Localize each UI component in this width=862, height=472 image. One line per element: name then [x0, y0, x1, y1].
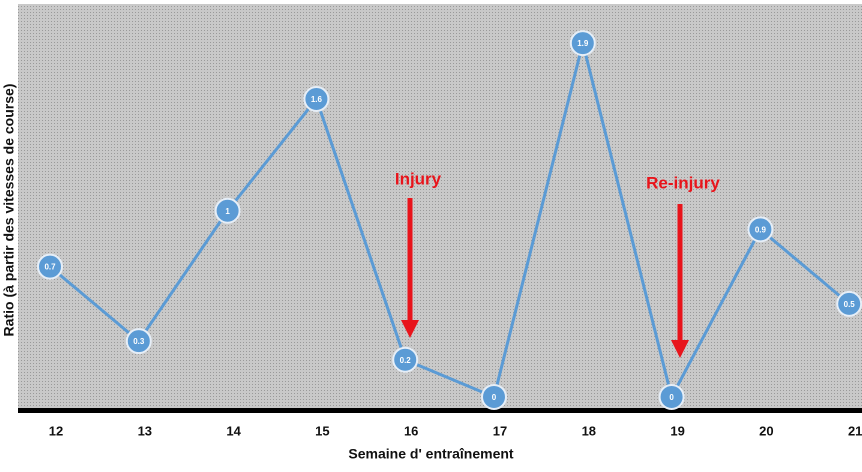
data-label: 0.7: [44, 263, 56, 272]
point: [125, 328, 152, 355]
x-axis: [18, 408, 862, 413]
y-axis-label: Ratio (à partir des vitesses de course): [1, 84, 17, 337]
data-label: 1: [225, 207, 230, 216]
x-tick-label: 18: [582, 423, 596, 438]
point: [37, 253, 63, 280]
data-label: 0.2: [400, 356, 412, 365]
point: [658, 383, 685, 410]
point: [392, 346, 419, 373]
annotation: Re-injury: [646, 173, 720, 192]
x-tick-label: 14: [226, 423, 241, 438]
data-label: 0.9: [755, 225, 767, 234]
plot-background: [18, 4, 862, 410]
x-tick-label: 12: [49, 423, 63, 438]
point: [747, 216, 774, 243]
data-label: 0.3: [133, 337, 145, 346]
data-label: 1.6: [311, 95, 323, 104]
x-axis-label: Semaine d' entraînement: [348, 446, 513, 462]
x-tick-label: 21: [848, 423, 862, 438]
point: [569, 30, 596, 57]
arrow: [401, 198, 419, 338]
data-label: 0.5: [844, 300, 856, 309]
data-label: 1.9: [577, 39, 589, 48]
data-label: 0: [669, 393, 674, 402]
x-tick-label: 20: [759, 423, 773, 438]
point: [481, 383, 507, 410]
x-tick-label: 16: [404, 423, 418, 438]
annotation: Injury: [395, 169, 442, 188]
arrow: [671, 204, 689, 358]
x-tick-label: 13: [138, 423, 152, 438]
x-tick-label: 17: [493, 423, 507, 438]
point: [214, 197, 241, 224]
x-tick-label: 19: [670, 423, 684, 438]
x-tick-label: 15: [315, 423, 329, 438]
line: [49, 42, 851, 402]
point: [303, 85, 330, 112]
point: [836, 290, 862, 317]
data-label: 0: [492, 393, 497, 402]
